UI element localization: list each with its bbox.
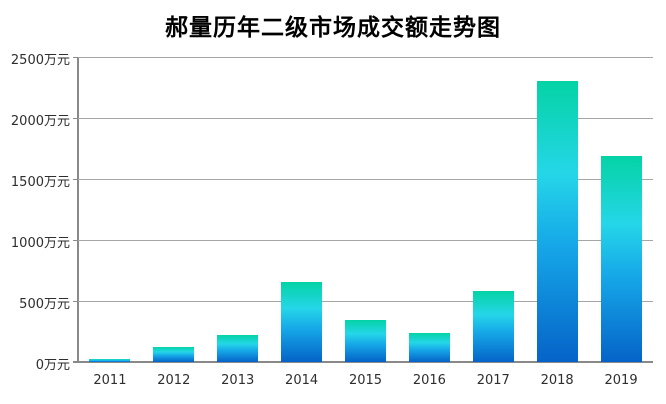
gridline (78, 118, 653, 119)
y-axis-label: 0万元 (35, 358, 70, 373)
y-axis-tick (73, 240, 78, 241)
y-axis-line (77, 57, 79, 362)
bar-2017 (472, 291, 514, 362)
gridline (78, 57, 653, 58)
x-axis-label: 2012 (157, 373, 191, 388)
x-axis-label: 2015 (348, 373, 383, 388)
x-axis-label: 2011 (93, 373, 127, 388)
y-axis-tick (73, 301, 78, 302)
y-axis-tick (73, 179, 78, 180)
gridline (78, 240, 653, 241)
gridline (78, 301, 653, 302)
y-axis-label: 2000万元 (10, 114, 70, 129)
gridline (78, 179, 653, 180)
x-axis-label: 2013 (221, 373, 255, 388)
chart-title: 郝量历年二级市场成交额走势图 (165, 15, 501, 41)
y-axis-tick (73, 118, 78, 119)
x-axis-line (73, 361, 653, 363)
bar-2012 (153, 347, 195, 362)
bar-2011 (89, 358, 131, 362)
y-axis-tick (73, 57, 78, 58)
y-axis-label: 2500万元 (10, 53, 70, 68)
x-axis-label: 2014 (285, 373, 319, 388)
x-axis-label: 2018 (540, 373, 574, 388)
x-axis-label: 2016 (412, 373, 446, 388)
x-axis-label: 2017 (476, 373, 510, 388)
bar-2018 (536, 81, 578, 362)
y-axis-label: 1000万元 (10, 236, 70, 251)
plot-area (73, 57, 653, 363)
bar-2015 (345, 319, 386, 362)
y-axis-labels: 2500万元 2000万元 1500万元 1000万元 500万元 0万元 (0, 53, 72, 373)
y-axis-label: 1500万元 (10, 175, 70, 190)
bar-2016 (408, 332, 450, 362)
y-axis-label: 500万元 (19, 297, 70, 312)
bar-2013 (217, 335, 259, 362)
x-axis-labels: 2011 2012 2013 2014 2015 2016 2017 2018 2019 (78, 373, 653, 393)
bar-2014 (281, 282, 323, 362)
x-axis-label: 2019 (604, 373, 638, 388)
bar-2019 (600, 155, 642, 362)
